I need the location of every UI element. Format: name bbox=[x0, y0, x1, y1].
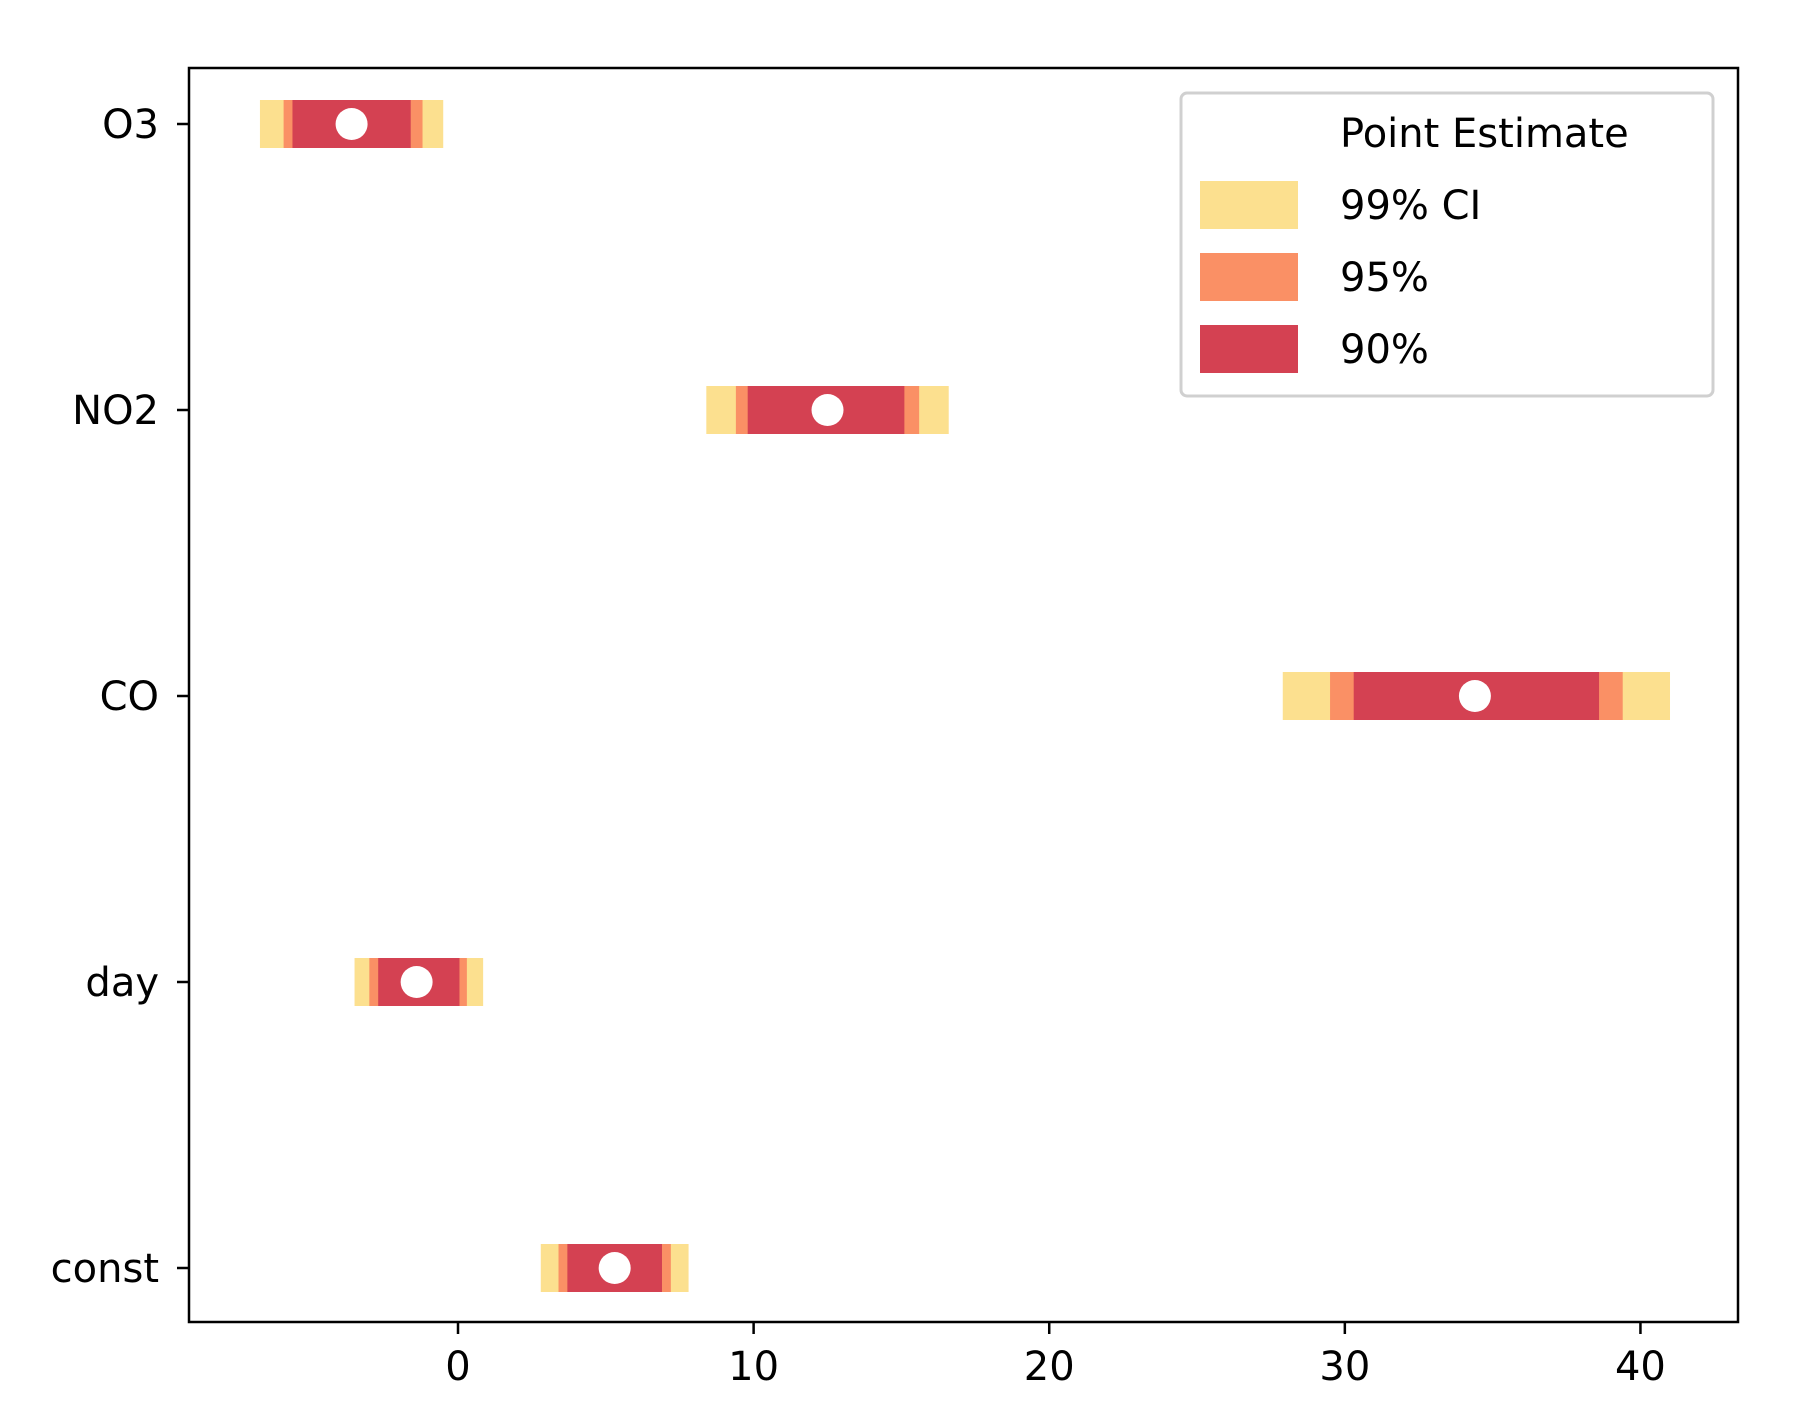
y-tick-label-co: CO bbox=[100, 674, 159, 720]
plot-marks bbox=[259, 100, 1671, 1292]
point-estimate-o3 bbox=[335, 108, 368, 140]
legend: Point Estimate 99% CI 95% 90% bbox=[1179, 91, 1715, 398]
legend-box bbox=[1179, 91, 1715, 398]
x-tick-label-20: 20 bbox=[1024, 1344, 1075, 1390]
x-tick-label-30: 30 bbox=[1319, 1344, 1370, 1390]
legend-label-95: 95% bbox=[1340, 255, 1429, 301]
legend-label-point-estimate: Point Estimate bbox=[1340, 111, 1629, 157]
x-axis: 0 10 20 30 40 bbox=[445, 1322, 1666, 1390]
x-tick-label-10: 10 bbox=[728, 1344, 779, 1390]
y-tick-label-o3: O3 bbox=[102, 102, 159, 148]
point-estimate-co bbox=[1458, 680, 1491, 712]
y-tick-label-no2: NO2 bbox=[72, 388, 159, 434]
point-estimate-const bbox=[598, 1252, 631, 1284]
legend-swatch-90 bbox=[1200, 325, 1298, 373]
legend-label-90: 90% bbox=[1340, 327, 1429, 373]
y-tick-label-const: const bbox=[51, 1246, 159, 1292]
legend-swatch-95 bbox=[1200, 253, 1298, 301]
x-tick-label-0: 0 bbox=[445, 1344, 470, 1390]
point-estimate-no2 bbox=[811, 394, 844, 426]
y-axis: O3 NO2 CO day const bbox=[51, 102, 189, 1292]
x-tick-label-40: 40 bbox=[1615, 1344, 1666, 1390]
legend-label-99: 99% CI bbox=[1340, 183, 1481, 229]
y-tick-label-day: day bbox=[85, 960, 159, 1006]
point-estimate-day bbox=[400, 966, 433, 998]
legend-swatch-99 bbox=[1200, 181, 1298, 229]
